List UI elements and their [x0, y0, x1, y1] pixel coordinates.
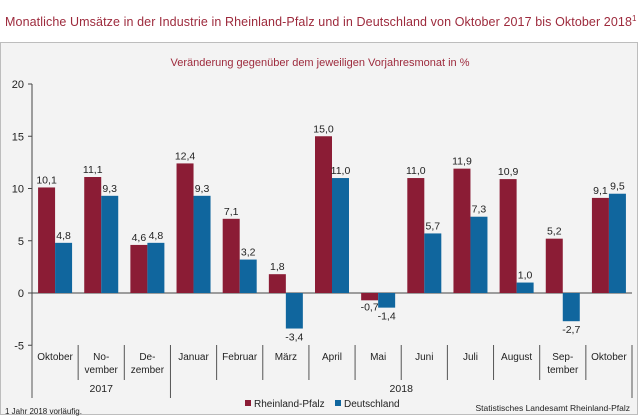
data-label: 9,3: [195, 183, 210, 195]
bar-rheinland-pfalz: [176, 163, 194, 293]
data-label: -1,4: [378, 311, 396, 323]
chart-title-text: Monatliche Umsätze in der Industrie in R…: [5, 15, 633, 30]
year-group-label: 2017: [90, 383, 114, 395]
data-label: -2,7: [562, 324, 580, 336]
footnote: 1 Jahr 2018 vorläufig.: [5, 407, 82, 416]
data-label: 3,2: [241, 247, 256, 259]
data-label: 11,9: [452, 156, 472, 168]
bar-deutschland: [55, 242, 73, 293]
bar-rheinland-pfalz: [38, 187, 56, 293]
bar-rheinland-pfalz: [545, 238, 563, 293]
data-label: 1,0: [518, 270, 533, 282]
chart-subtitle: Veränderung gegenüber dem jeweiligen Vor…: [170, 57, 469, 69]
title-footnote-marker: 1: [632, 14, 637, 23]
data-label: 9,1: [593, 185, 608, 197]
bar-rheinland-pfalz: [499, 179, 517, 293]
data-label: 4,6: [132, 232, 147, 244]
bar-rheinland-pfalz: [315, 136, 332, 293]
data-label: 12,4: [175, 150, 196, 162]
bar-deutschland: [608, 193, 626, 293]
x-tick-label: Juni: [415, 352, 433, 363]
bar-deutschland: [516, 282, 534, 293]
x-tick-label: August: [501, 352, 532, 363]
x-tick-label: Sep-: [552, 352, 573, 363]
legend-label: Rheinland-Pfalz: [254, 399, 325, 410]
x-tick-label: zember: [131, 365, 165, 376]
y-tick-label: 15: [12, 131, 24, 143]
y-tick-label: 0: [18, 288, 24, 300]
data-label: 9,3: [102, 183, 117, 195]
data-label: -0,7: [361, 301, 379, 313]
bar-deutschland: [378, 293, 396, 308]
chart-title: Monatliche Umsätze in der Industrie in R…: [5, 14, 637, 29]
bar-deutschland: [424, 233, 442, 293]
bar-deutschland: [193, 195, 211, 293]
data-label: 4,8: [56, 230, 71, 242]
legend-swatch: [245, 400, 251, 406]
x-tick-label: No-: [93, 352, 109, 363]
data-label: 7,1: [224, 206, 239, 218]
bar-rheinland-pfalz: [130, 244, 148, 293]
x-tick-label: Mai: [370, 352, 386, 363]
y-tick-label: 10: [12, 184, 24, 196]
data-label: 11,1: [83, 164, 103, 176]
bar-deutschland: [562, 293, 580, 322]
data-label: 7,3: [472, 204, 487, 216]
data-label: 15,0: [313, 123, 334, 135]
data-label: 10,1: [36, 174, 57, 186]
x-tick-label: Januar: [178, 352, 209, 363]
year-group-label: 2018: [390, 383, 414, 395]
x-tick-label: tember: [547, 365, 579, 376]
bar-rheinland-pfalz: [453, 168, 471, 293]
x-tick-label: vember: [85, 365, 119, 376]
data-label: 9,5: [610, 181, 625, 193]
data-label: 5,7: [426, 220, 441, 232]
data-label: 4,8: [149, 230, 164, 242]
data-label: 11,0: [331, 165, 351, 177]
plot-area: -5 0 5 10 15 20 10,1 11,1 4,6 12,4 7,1 1,8 15,0 -0,7 1…: [12, 79, 633, 410]
bar-rheinland-pfalz: [222, 218, 240, 293]
x-tick-label: Oktober: [591, 352, 627, 363]
x-tick-label: März: [275, 352, 297, 363]
y-tick-label: 20: [12, 79, 24, 91]
data-label: 11,0: [406, 165, 426, 177]
bar-rheinland-pfalz: [407, 178, 425, 293]
x-tick-label: Juli: [463, 352, 478, 363]
bar-deutschland: [332, 178, 349, 293]
data-label: 1,8: [270, 261, 285, 273]
data-label: 5,2: [547, 226, 562, 238]
data-label: 10,9: [498, 166, 519, 178]
bar-rheinland-pfalz: [84, 177, 102, 293]
legend-swatch: [335, 400, 341, 406]
y-tick-label: 5: [18, 236, 24, 248]
source-note: Statistisches Landesamt Rheinland-Pfalz: [476, 403, 631, 413]
bar-rheinland-pfalz: [591, 197, 609, 293]
x-tick-label: Oktober: [37, 352, 73, 363]
bar-deutschland: [147, 242, 165, 293]
bar-deutschland: [470, 216, 488, 293]
legend-label: Deutschland: [344, 399, 400, 410]
x-tick-label: Februar: [222, 352, 258, 363]
data-label: -3,4: [285, 332, 303, 344]
y-tick-label: -5: [14, 340, 24, 352]
x-tick-label: De-: [139, 352, 155, 363]
bar-rheinland-pfalz: [361, 293, 379, 301]
bar-deutschland: [285, 293, 303, 329]
bar-deutschland: [239, 259, 257, 293]
bar-rheinland-pfalz: [268, 274, 286, 293]
bar-deutschland: [101, 195, 119, 293]
x-tick-label: April: [322, 352, 342, 363]
